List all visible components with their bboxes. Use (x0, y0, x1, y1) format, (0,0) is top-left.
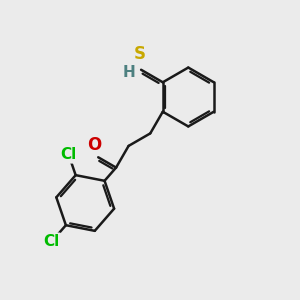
Text: Cl: Cl (60, 147, 76, 162)
Text: S: S (134, 46, 146, 64)
Text: Cl: Cl (43, 234, 59, 249)
Text: H: H (122, 65, 135, 80)
Text: O: O (88, 136, 102, 154)
